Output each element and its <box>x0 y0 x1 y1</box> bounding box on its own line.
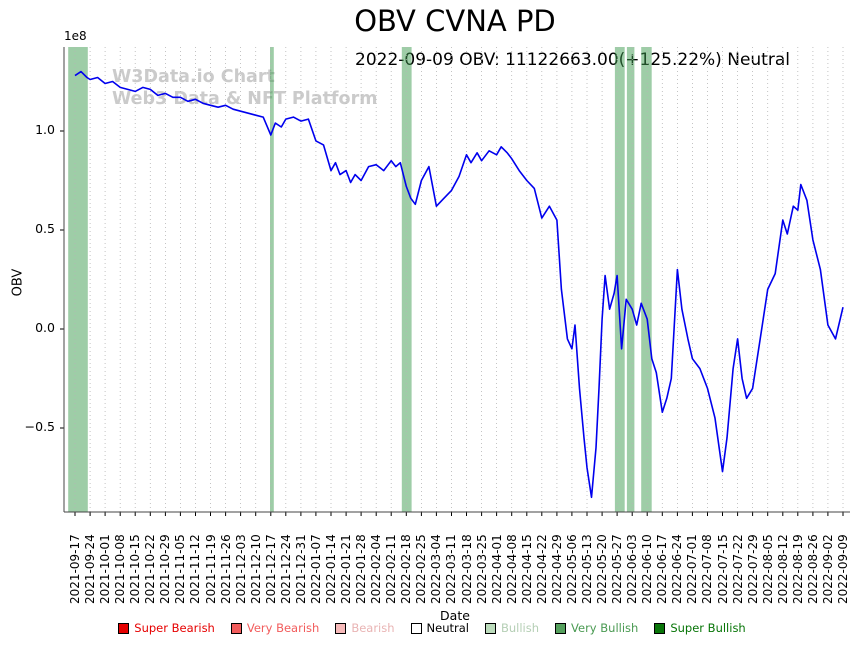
signal-band <box>614 47 625 512</box>
y-tick-label: 1.0 <box>35 122 55 137</box>
x-tick-label: 2021-11-12 <box>188 534 203 604</box>
x-tick-label: 2022-04-08 <box>504 534 519 604</box>
x-tick-label: 2022-07-01 <box>685 534 700 604</box>
y-tick-label: 0.5 <box>35 221 55 236</box>
x-tick-label: 2022-06-03 <box>625 534 640 604</box>
x-tick-label: 2021-10-01 <box>98 534 113 604</box>
x-tick-label: 2022-06-10 <box>640 534 655 604</box>
legend-item-super-bearish: Super Bearish <box>118 621 215 635</box>
x-axis-title: Date <box>440 608 470 623</box>
x-tick-label: 2021-11-26 <box>218 534 233 604</box>
x-tick-label: 2022-03-11 <box>444 534 459 604</box>
x-tick-label: 2022-07-29 <box>745 534 760 604</box>
legend-label-super-bullish: Super Bullish <box>670 621 746 635</box>
x-tick-label: 2022-01-28 <box>354 534 369 604</box>
x-tick-label: 2021-12-24 <box>278 534 293 604</box>
x-tick-label: 2022-02-11 <box>384 534 399 604</box>
signal-band <box>626 47 635 512</box>
x-tick-label: 2022-05-06 <box>564 534 579 604</box>
watermark: W3Data.io Chart Web3 Data & NFT Platform <box>112 66 377 111</box>
x-tick-label: 2021-10-08 <box>113 534 128 604</box>
y-tick-label: 0.0 <box>35 320 55 335</box>
x-tick-label: 2022-01-07 <box>308 534 323 604</box>
signal-band <box>270 47 274 512</box>
legend-item-very-bullish: Very Bullish <box>555 621 638 635</box>
x-tick-label: 2021-10-15 <box>128 534 143 604</box>
obv-line <box>74 70 844 499</box>
x-tick-label: 2022-06-17 <box>655 534 670 604</box>
x-tick-label: 2022-03-25 <box>474 534 489 604</box>
x-tick-label: 2022-04-01 <box>489 534 504 604</box>
x-tick-label: 2021-12-03 <box>233 534 248 604</box>
legend-item-bearish: Bearish <box>335 621 395 635</box>
legend-label-bullish: Bullish <box>500 621 540 635</box>
x-tick-label: 2022-08-19 <box>790 534 805 604</box>
legend-swatch-neutral <box>410 622 422 634</box>
x-tick-label: 2021-12-31 <box>293 534 308 604</box>
x-tick-label: 2022-01-21 <box>339 534 354 604</box>
chart-title: OBV CVNA PD <box>354 4 556 38</box>
legend-swatch-bearish <box>335 622 347 634</box>
x-tick-label: 2022-07-22 <box>730 534 745 604</box>
plot-area <box>60 47 850 516</box>
x-tick-label: 2022-03-18 <box>459 534 474 604</box>
x-tick-label: 2022-05-20 <box>595 534 610 604</box>
x-tick-label: 2021-10-29 <box>158 534 173 604</box>
x-tick-label: 2021-09-17 <box>68 534 82 604</box>
y-tick-label: −0.5 <box>24 419 55 434</box>
x-tick-label: 2022-03-04 <box>429 534 444 604</box>
x-tick-label: 2022-07-08 <box>700 534 715 604</box>
legend: Super Bearish Very Bearish Bearish Neutral B… <box>0 621 864 635</box>
legend-swatch-bullish <box>484 622 496 634</box>
x-tick-label: 2021-10-22 <box>143 534 158 604</box>
legend-label-neutral: Neutral <box>426 621 469 635</box>
x-tick-label: 2022-09-02 <box>820 534 835 604</box>
signal-band <box>68 47 88 512</box>
watermark-line2: Web3 Data & NFT Platform <box>112 89 378 110</box>
x-tick-label: 2022-05-27 <box>610 534 625 604</box>
x-tick-label: 2022-05-13 <box>579 534 594 604</box>
x-tick-label: 2022-02-25 <box>414 534 429 604</box>
x-tick-label: 2022-09-09 <box>835 534 850 604</box>
legend-item-neutral: Neutral <box>410 621 469 635</box>
x-tick-label: 2021-11-19 <box>203 534 218 604</box>
y-axis-title: OBV <box>10 268 26 297</box>
x-tick-label: 2021-09-24 <box>83 534 98 604</box>
x-tick-label: 2022-01-14 <box>323 534 338 604</box>
watermark-line1: W3Data.io Chart <box>112 67 275 87</box>
latest-obv-annotation: 2022-09-09 OBV: 11122663.00(+125.22%) Ne… <box>355 50 790 70</box>
y-axis-offset-label: 1e8 <box>64 29 87 43</box>
x-tick-label: 2022-08-12 <box>775 534 790 604</box>
x-tick-label: 2021-12-10 <box>248 534 263 604</box>
x-tick-label: 2022-06-24 <box>670 534 685 604</box>
legend-item-very-bearish: Very Bearish <box>230 621 320 635</box>
legend-swatch-very-bullish <box>555 622 567 634</box>
x-tick-label: 2022-04-29 <box>549 534 564 604</box>
x-tick-label: 2021-12-17 <box>263 534 278 604</box>
legend-swatch-super-bullish <box>654 622 666 634</box>
legend-swatch-super-bearish <box>118 622 130 634</box>
x-tick-label: 2022-04-22 <box>534 534 549 604</box>
x-tick-label: 2022-02-04 <box>369 534 384 604</box>
signal-band <box>641 47 652 512</box>
x-tick-label: 2022-02-18 <box>399 534 414 604</box>
x-tick-label: 2022-08-26 <box>805 534 820 604</box>
x-tick-label: 2022-07-15 <box>715 534 730 604</box>
legend-label-very-bullish: Very Bullish <box>571 621 639 635</box>
x-tick-label: 2022-04-15 <box>519 534 534 604</box>
legend-item-bullish: Bullish <box>484 621 540 635</box>
legend-swatch-very-bearish <box>230 622 242 634</box>
legend-item-super-bullish: Super Bullish <box>654 621 746 635</box>
legend-label-very-bearish: Very Bearish <box>246 621 320 635</box>
x-tick-label: 2021-11-05 <box>173 534 188 604</box>
x-tick-label: 2022-08-05 <box>760 534 775 604</box>
legend-label-super-bearish: Super Bearish <box>134 621 215 635</box>
legend-label-bearish: Bearish <box>351 621 395 635</box>
